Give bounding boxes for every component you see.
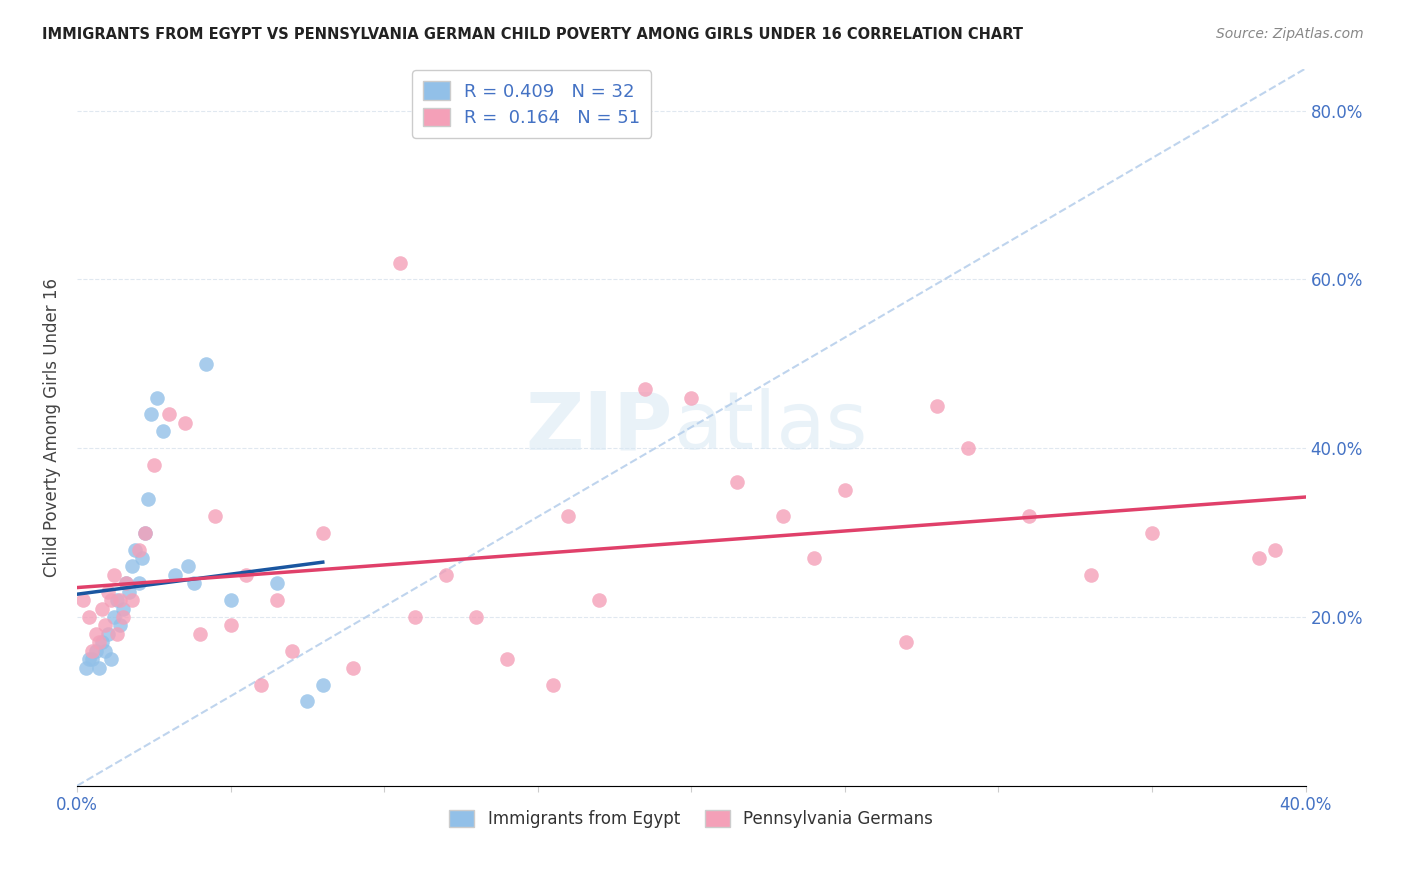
Point xyxy=(925,399,948,413)
Point xyxy=(157,408,180,422)
Point xyxy=(134,525,156,540)
Text: atlas: atlas xyxy=(673,388,868,467)
Point xyxy=(235,567,257,582)
Point xyxy=(82,644,104,658)
Point xyxy=(105,593,128,607)
Text: IMMIGRANTS FROM EGYPT VS PENNSYLVANIA GERMAN CHILD POVERTY AMONG GIRLS UNDER 16 : IMMIGRANTS FROM EGYPT VS PENNSYLVANIA GE… xyxy=(42,27,1024,42)
Point xyxy=(121,593,143,607)
Text: ZIP: ZIP xyxy=(526,388,673,467)
Point xyxy=(87,635,110,649)
Point xyxy=(97,627,120,641)
Point xyxy=(772,508,794,523)
Point xyxy=(136,491,159,506)
Point xyxy=(195,357,218,371)
Point xyxy=(896,635,918,649)
Point xyxy=(834,483,856,498)
Point xyxy=(93,618,115,632)
Point xyxy=(219,593,242,607)
Point xyxy=(103,610,125,624)
Point xyxy=(204,508,226,523)
Point xyxy=(93,644,115,658)
Point xyxy=(115,576,138,591)
Point xyxy=(557,508,579,523)
Point xyxy=(388,255,411,269)
Point xyxy=(956,442,979,456)
Point xyxy=(219,618,242,632)
Point xyxy=(112,601,135,615)
Point xyxy=(634,382,657,396)
Point xyxy=(725,475,748,489)
Point xyxy=(90,601,112,615)
Text: Source: ZipAtlas.com: Source: ZipAtlas.com xyxy=(1216,27,1364,41)
Point xyxy=(108,593,131,607)
Point xyxy=(100,652,122,666)
Point xyxy=(588,593,610,607)
Point xyxy=(496,652,519,666)
Point xyxy=(90,635,112,649)
Point xyxy=(165,567,187,582)
Point xyxy=(118,584,141,599)
Point xyxy=(79,610,101,624)
Point xyxy=(124,542,146,557)
Point xyxy=(146,391,169,405)
Point xyxy=(121,559,143,574)
Point xyxy=(681,391,703,405)
Point xyxy=(108,618,131,632)
Point xyxy=(312,677,335,691)
Point xyxy=(297,694,319,708)
Point xyxy=(128,576,150,591)
Point xyxy=(541,677,564,691)
Point xyxy=(82,652,104,666)
Point xyxy=(103,567,125,582)
Point xyxy=(266,593,288,607)
Point xyxy=(250,677,273,691)
Point xyxy=(183,576,205,591)
Point xyxy=(434,567,457,582)
Point xyxy=(72,593,94,607)
Point xyxy=(342,660,364,674)
Point xyxy=(152,425,174,439)
Point xyxy=(131,551,153,566)
Point xyxy=(115,576,138,591)
Point xyxy=(112,610,135,624)
Point xyxy=(465,610,488,624)
Point xyxy=(134,525,156,540)
Point xyxy=(1080,567,1102,582)
Point xyxy=(188,627,211,641)
Point xyxy=(100,593,122,607)
Y-axis label: Child Poverty Among Girls Under 16: Child Poverty Among Girls Under 16 xyxy=(44,277,60,576)
Point xyxy=(75,660,97,674)
Legend: Immigrants from Egypt, Pennsylvania Germans: Immigrants from Egypt, Pennsylvania Germ… xyxy=(443,804,939,835)
Point xyxy=(312,525,335,540)
Point xyxy=(803,551,825,566)
Point xyxy=(87,660,110,674)
Point xyxy=(128,542,150,557)
Point xyxy=(79,652,101,666)
Point xyxy=(1249,551,1271,566)
Point xyxy=(84,644,107,658)
Point xyxy=(97,584,120,599)
Point xyxy=(105,627,128,641)
Point xyxy=(281,644,304,658)
Point xyxy=(1018,508,1040,523)
Point xyxy=(176,559,198,574)
Point xyxy=(404,610,426,624)
Point xyxy=(84,627,107,641)
Point xyxy=(142,458,165,472)
Point xyxy=(1264,542,1286,557)
Point xyxy=(173,416,195,430)
Point xyxy=(1140,525,1163,540)
Point xyxy=(266,576,288,591)
Point xyxy=(139,408,162,422)
